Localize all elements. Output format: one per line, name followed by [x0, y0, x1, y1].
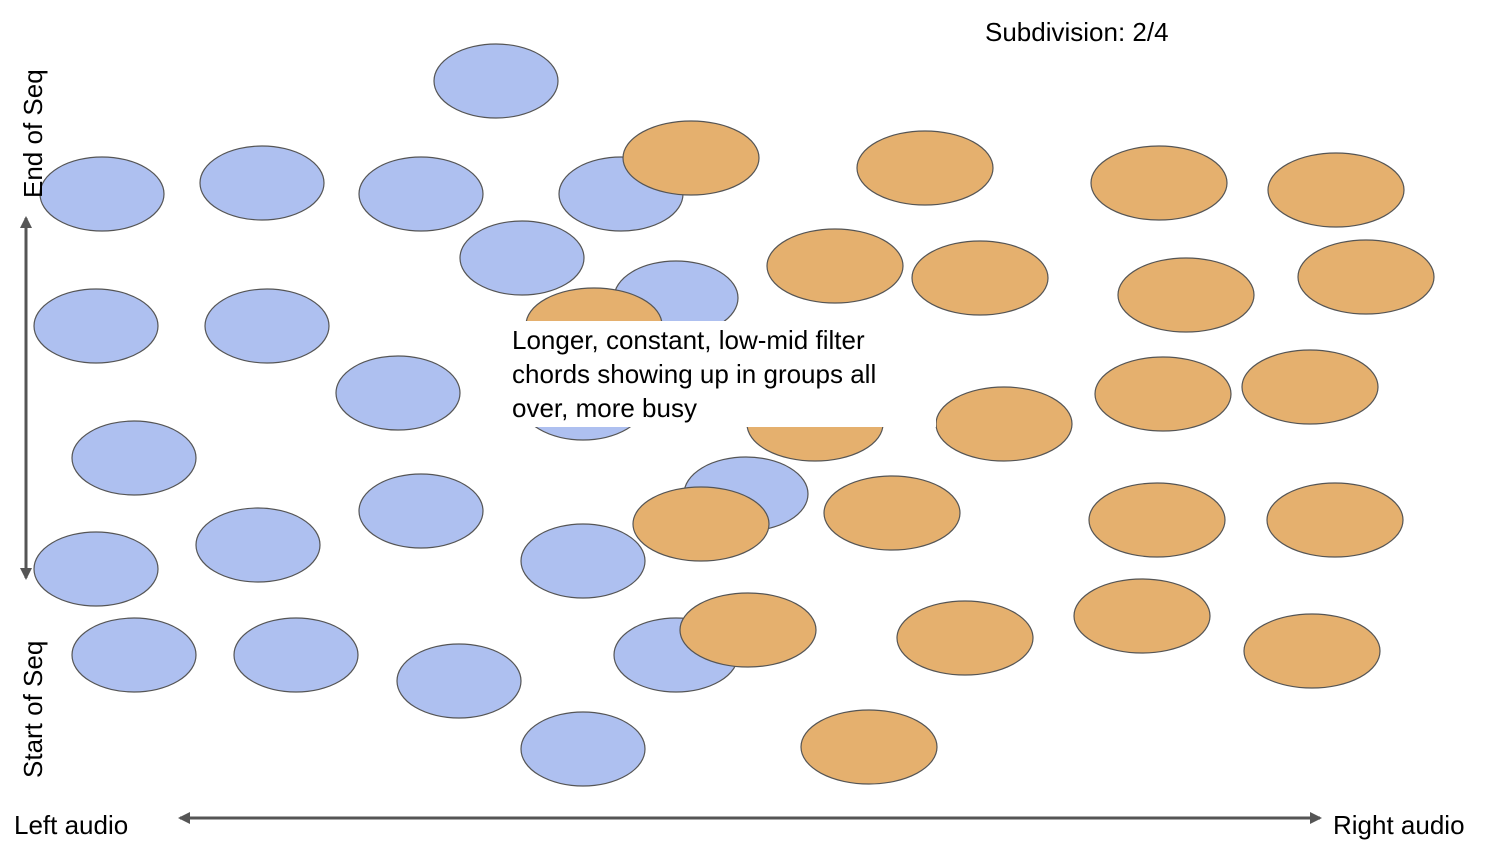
blue-blob	[433, 43, 559, 119]
blue-blob	[459, 220, 585, 296]
orange-blob	[1243, 613, 1381, 689]
blue-blob	[520, 711, 646, 787]
blue-blob	[39, 156, 165, 232]
right-audio-label: Right audio	[1333, 810, 1465, 840]
annotation-note: Longer, constant, low-mid filter chords …	[508, 321, 936, 427]
blue-blob	[204, 288, 330, 364]
blue-blob	[71, 617, 197, 693]
orange-blob	[1241, 349, 1379, 425]
orange-blob	[1117, 257, 1255, 333]
blue-blob	[520, 523, 646, 599]
blue-blob	[335, 355, 461, 431]
orange-blob	[911, 240, 1049, 316]
left-audio-label: Left audio	[14, 810, 129, 840]
orange-blob	[632, 486, 770, 562]
orange-blob	[1094, 356, 1232, 432]
start-of-seq-label: Start of Seq	[18, 640, 48, 778]
blue-blob	[358, 473, 484, 549]
blue-blob	[195, 507, 321, 583]
blue-blob	[71, 420, 197, 496]
blue-blob	[33, 288, 159, 364]
orange-blob	[800, 709, 938, 785]
orange-blob	[896, 600, 1034, 676]
subdivision-label: Subdivision: 2/4	[985, 17, 1169, 47]
orange-blob	[1073, 578, 1211, 654]
orange-blob	[935, 386, 1073, 462]
orange-blob	[679, 592, 817, 668]
blue-blob	[233, 617, 359, 693]
blue-blob	[33, 531, 159, 607]
blob-layer	[33, 43, 1435, 787]
orange-blob	[1297, 239, 1435, 315]
blue-blob	[199, 145, 325, 221]
orange-blob	[1266, 482, 1404, 558]
orange-blob	[1088, 482, 1226, 558]
end-of-seq-label: End of Seq	[18, 69, 48, 198]
orange-blob	[622, 120, 760, 196]
orange-blob	[1267, 152, 1405, 228]
blue-blob	[358, 156, 484, 232]
orange-blob	[823, 475, 961, 551]
orange-blob	[856, 130, 994, 206]
orange-blob	[1090, 145, 1228, 221]
blue-blob	[396, 643, 522, 719]
orange-blob	[766, 228, 904, 304]
